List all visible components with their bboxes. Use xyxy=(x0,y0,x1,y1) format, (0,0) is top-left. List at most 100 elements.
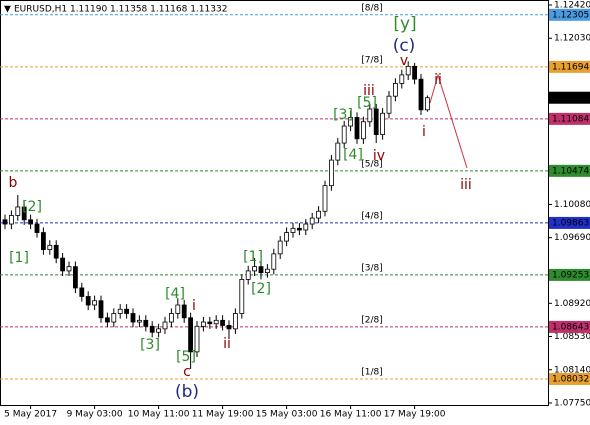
candle-body xyxy=(41,232,46,250)
wave-label: (b) xyxy=(175,382,199,402)
candle-body xyxy=(367,108,373,123)
wave-label: [5] xyxy=(176,349,196,365)
murray-label: [4/8] xyxy=(361,211,383,221)
x-tick-label: 10 May 11:00 xyxy=(128,410,190,420)
candle-body xyxy=(418,78,424,111)
candle-body xyxy=(264,268,270,274)
candle-body xyxy=(194,325,200,353)
price-box xyxy=(549,8,590,21)
wave-label: [4] xyxy=(165,286,185,302)
candle-body xyxy=(15,206,21,216)
y-tick-label: 1.12420 xyxy=(554,1,590,11)
wave-label: iii xyxy=(460,177,472,193)
candle-body xyxy=(239,279,245,314)
candle-body xyxy=(220,319,226,326)
y-tick-label: 1.07750 xyxy=(554,399,590,409)
candle-body xyxy=(200,321,206,327)
candle-body xyxy=(136,319,142,323)
y-tick-label: 1.12030 xyxy=(554,34,590,44)
y-tick-label: 1.09690 xyxy=(554,233,590,243)
candle-body xyxy=(8,215,14,225)
price-box xyxy=(549,164,590,177)
price-box-label: 1.09253 xyxy=(552,270,589,280)
x-tick-label: 15 May 03:00 xyxy=(256,410,318,420)
price-box xyxy=(549,372,590,385)
candle-body xyxy=(392,83,398,97)
wave-label: i xyxy=(422,124,426,140)
candle-body xyxy=(322,185,328,212)
candle-body xyxy=(309,217,315,225)
wave-label: (c) xyxy=(393,36,416,56)
candle-body xyxy=(92,300,97,306)
candle-body xyxy=(412,65,418,80)
price-box-label: 1.08643 xyxy=(552,322,589,332)
candle-body xyxy=(60,257,65,272)
x-tick-label: 5 May 2017 xyxy=(4,410,57,420)
price-box xyxy=(549,320,590,333)
candle-body xyxy=(47,244,53,250)
current-price-box xyxy=(549,91,590,104)
candle-body xyxy=(335,142,341,161)
price-box-label: 1.11084 xyxy=(552,114,589,124)
candle-body xyxy=(149,325,155,333)
price-box xyxy=(549,216,590,229)
candle-body xyxy=(271,253,277,270)
wave-label: [3] xyxy=(333,107,353,123)
wave-label: [y] xyxy=(393,14,416,34)
wave-label: [4] xyxy=(343,147,363,163)
price-box xyxy=(549,112,590,125)
candle-body xyxy=(341,125,347,144)
candle-body xyxy=(232,313,238,330)
candle-body xyxy=(111,313,117,323)
candle-body xyxy=(207,321,213,325)
wave-label: ii xyxy=(434,72,442,88)
header-text: EURUSD,H1 1.11190 1.11358 1.11168 1.1133… xyxy=(14,5,227,15)
murray-label: [7/8] xyxy=(361,55,383,65)
wave-label: i xyxy=(192,298,196,314)
wave-label: [1] xyxy=(9,250,29,266)
candle-body xyxy=(213,319,219,325)
candle-body xyxy=(380,112,386,135)
plot-frame xyxy=(0,0,549,406)
candle-body xyxy=(124,308,129,314)
wave-label: c xyxy=(183,364,191,380)
candle-body xyxy=(79,287,85,297)
header: ▼ xyxy=(4,5,11,15)
current-price-label: 1.11332 xyxy=(552,93,589,103)
candle-body xyxy=(156,328,162,333)
price-box-label: 1.11694 xyxy=(552,62,589,72)
candle-body xyxy=(130,313,136,323)
wave-label: [2] xyxy=(251,281,271,297)
x-tick-label: 11 May 19:00 xyxy=(192,410,254,420)
wave-label: [2] xyxy=(22,199,42,215)
wave-label: ii xyxy=(223,336,231,352)
candle-body xyxy=(277,240,283,255)
murray-label: [3/8] xyxy=(361,263,383,273)
price-box-label: 1.08032 xyxy=(552,374,589,384)
wave-label: iii xyxy=(363,83,375,99)
wave-label: [5] xyxy=(357,95,377,111)
candle-body xyxy=(175,304,181,314)
y-tick-label: 1.08140 xyxy=(554,365,590,375)
candle-body xyxy=(424,97,430,111)
candle-body xyxy=(284,232,290,242)
y-tick-label: 1.08920 xyxy=(554,299,590,309)
price-box-label: 1.10474 xyxy=(552,166,589,176)
candle-body xyxy=(105,317,110,323)
x-tick-label: 16 May 11:00 xyxy=(320,410,382,420)
candle-body xyxy=(373,108,379,135)
wave-arrow xyxy=(429,73,468,169)
candle-body xyxy=(328,159,334,187)
candle-body xyxy=(399,74,405,84)
murray-label: [2/8] xyxy=(361,315,383,325)
wave-label: [1] xyxy=(243,249,263,265)
candle-body xyxy=(143,319,149,327)
candle-body xyxy=(73,266,78,289)
candle-body xyxy=(85,296,91,306)
candle-body xyxy=(348,117,354,127)
murray-label: [8/8] xyxy=(361,3,383,13)
candle-body xyxy=(386,95,392,114)
candle-body xyxy=(226,325,232,330)
